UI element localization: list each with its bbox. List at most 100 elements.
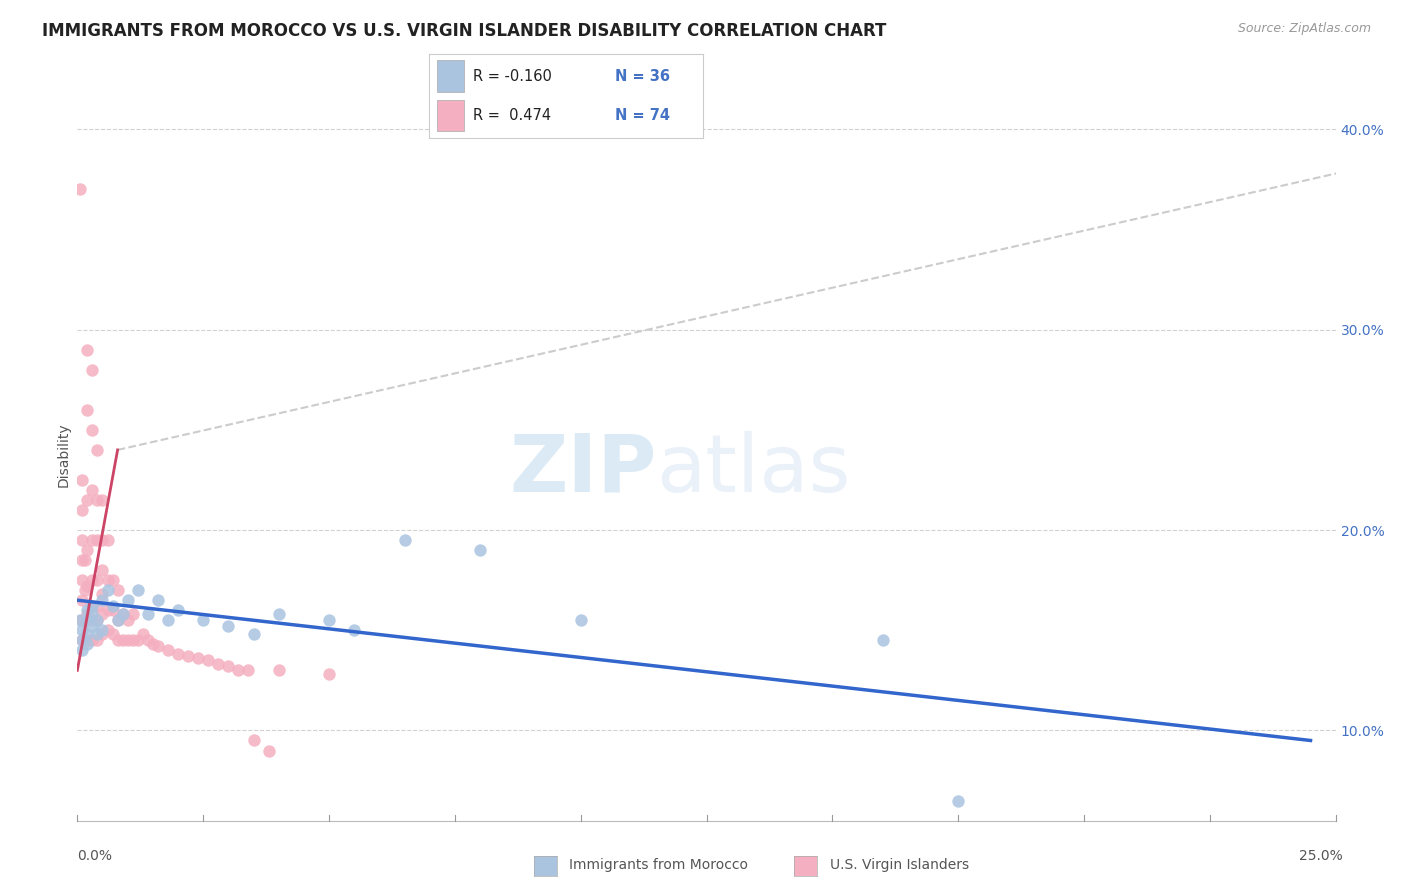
- Point: [76, 579, 98, 593]
- Point: [117, 633, 139, 648]
- Point: [187, 651, 209, 665]
- Point: [101, 599, 124, 614]
- Point: [69, 182, 91, 196]
- Point: [82, 607, 104, 622]
- Point: [207, 657, 229, 672]
- Point: [142, 637, 165, 651]
- Point: [86, 599, 108, 614]
- Point: [72, 593, 94, 607]
- Point: [96, 624, 118, 638]
- Point: [111, 607, 134, 622]
- Point: [82, 599, 104, 614]
- Point: [318, 667, 340, 681]
- Point: [96, 573, 118, 587]
- Point: [91, 624, 114, 638]
- Point: [82, 633, 104, 648]
- Point: [121, 633, 143, 648]
- Point: [136, 633, 159, 648]
- Point: [72, 533, 94, 547]
- Point: [82, 423, 104, 437]
- Point: [257, 743, 280, 757]
- Point: [86, 627, 108, 641]
- Point: [242, 733, 264, 747]
- Point: [91, 563, 114, 577]
- Point: [86, 442, 108, 457]
- Text: R = -0.160: R = -0.160: [472, 69, 551, 84]
- Point: [86, 633, 108, 648]
- Point: [468, 543, 491, 558]
- Point: [107, 633, 129, 648]
- Point: [156, 643, 179, 657]
- Point: [111, 633, 134, 648]
- Text: N = 36: N = 36: [616, 69, 671, 84]
- Text: R =  0.474: R = 0.474: [472, 108, 551, 123]
- Point: [177, 649, 200, 664]
- Point: [343, 624, 366, 638]
- Point: [101, 573, 124, 587]
- Point: [569, 613, 592, 627]
- Point: [86, 533, 108, 547]
- Bar: [437, 100, 464, 131]
- Point: [73, 553, 96, 567]
- Point: [72, 503, 94, 517]
- Point: [872, 633, 894, 648]
- Text: 25.0%: 25.0%: [1299, 849, 1343, 863]
- Point: [73, 613, 96, 627]
- Point: [948, 794, 970, 808]
- Point: [82, 483, 104, 497]
- Point: [76, 543, 98, 558]
- Point: [167, 603, 190, 617]
- Point: [76, 603, 98, 617]
- Point: [91, 587, 114, 601]
- Point: [167, 648, 190, 662]
- Point: [107, 613, 129, 627]
- Point: [82, 533, 104, 547]
- Point: [76, 633, 98, 648]
- Point: [76, 607, 98, 622]
- Point: [91, 493, 114, 508]
- Text: IMMIGRANTS FROM MOROCCO VS U.S. VIRGIN ISLANDER DISABILITY CORRELATION CHART: IMMIGRANTS FROM MOROCCO VS U.S. VIRGIN I…: [42, 22, 887, 40]
- Point: [117, 613, 139, 627]
- Point: [101, 627, 124, 641]
- Point: [107, 613, 129, 627]
- Point: [191, 613, 215, 627]
- Point: [96, 603, 118, 617]
- Point: [82, 599, 104, 614]
- Point: [72, 553, 94, 567]
- Point: [72, 473, 94, 487]
- Point: [127, 633, 149, 648]
- Point: [107, 583, 129, 598]
- Point: [156, 613, 179, 627]
- Point: [82, 613, 104, 627]
- Point: [127, 583, 149, 598]
- Point: [91, 533, 114, 547]
- Text: ZIP: ZIP: [509, 431, 657, 508]
- Point: [76, 637, 98, 651]
- Point: [69, 613, 91, 627]
- Point: [76, 613, 98, 627]
- Point: [136, 607, 159, 622]
- Point: [394, 533, 416, 547]
- Point: [267, 664, 290, 678]
- Point: [96, 533, 118, 547]
- Point: [318, 613, 340, 627]
- Text: atlas: atlas: [657, 431, 851, 508]
- Point: [267, 607, 290, 622]
- Point: [217, 659, 239, 673]
- Point: [132, 627, 155, 641]
- Point: [146, 640, 169, 654]
- Text: 0.0%: 0.0%: [77, 849, 112, 863]
- Point: [228, 664, 250, 678]
- Point: [86, 573, 108, 587]
- Point: [86, 613, 108, 627]
- Point: [72, 633, 94, 648]
- Point: [217, 619, 239, 633]
- Point: [72, 643, 94, 657]
- Point: [73, 583, 96, 598]
- Point: [76, 627, 98, 641]
- Bar: [437, 61, 464, 92]
- Text: U.S. Virgin Islanders: U.S. Virgin Islanders: [830, 858, 969, 872]
- Point: [91, 593, 114, 607]
- Point: [91, 607, 114, 622]
- Point: [238, 664, 260, 678]
